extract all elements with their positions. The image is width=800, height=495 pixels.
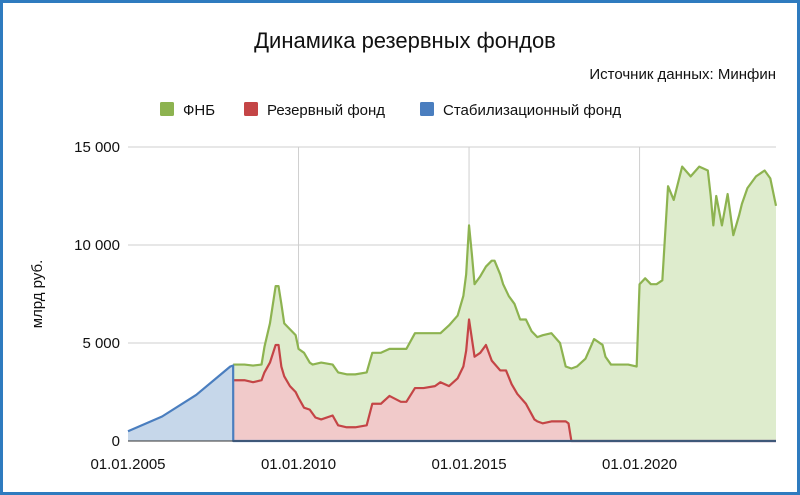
legend-item-fnb[interactable]: ФНБ bbox=[160, 102, 215, 119]
legend-item-stabilization-fund[interactable]: Стабилизационный фонд bbox=[420, 102, 621, 119]
y-tick-label: 0 bbox=[112, 433, 120, 450]
y-tick-label: 5 000 bbox=[82, 335, 120, 352]
x-tick-label: 01.01.2005 bbox=[90, 456, 165, 473]
legend-swatch-fnb bbox=[160, 102, 174, 116]
series-area-reserve-fund bbox=[233, 319, 776, 441]
source-note: Источник данных: Минфин bbox=[589, 66, 776, 83]
x-tick-label: 01.01.2010 bbox=[261, 456, 336, 473]
legend-label-stabilization-fund: Стабилизационный фонд bbox=[443, 102, 621, 119]
series-area-fnb bbox=[233, 166, 776, 441]
legend-swatch-reserve-fund bbox=[244, 102, 258, 116]
series-area-stabilization-fund bbox=[128, 365, 776, 441]
legend: ФНБ Резервный фонд Стабилизационный фонд bbox=[160, 102, 621, 119]
y-axis-label: млрд руб. bbox=[29, 260, 46, 329]
chart-title: Динамика резервных фондов bbox=[254, 28, 556, 53]
legend-item-reserve-fund[interactable]: Резервный фонд bbox=[244, 102, 385, 119]
series-line-fnb[interactable] bbox=[233, 165, 778, 376]
legend-label-fnb: ФНБ bbox=[183, 102, 215, 119]
series-fnb bbox=[233, 165, 778, 441]
x-tick-label: 01.01.2020 bbox=[602, 456, 677, 473]
x-tick-label: 01.01.2015 bbox=[432, 456, 507, 473]
y-tick-label: 10 000 bbox=[74, 237, 120, 254]
legend-label-reserve-fund: Резервный фонд bbox=[267, 102, 385, 119]
legend-swatch-stabilization-fund bbox=[420, 102, 434, 116]
series-line-reserve-fund[interactable] bbox=[233, 318, 776, 443]
series-reserve-fund bbox=[233, 318, 776, 443]
series-areas bbox=[127, 165, 778, 443]
axes: 0 5 000 10 000 15 000 01.01.2005 01.01.2010 01… bbox=[74, 139, 776, 473]
y-tick-label: 15 000 bbox=[74, 139, 120, 156]
